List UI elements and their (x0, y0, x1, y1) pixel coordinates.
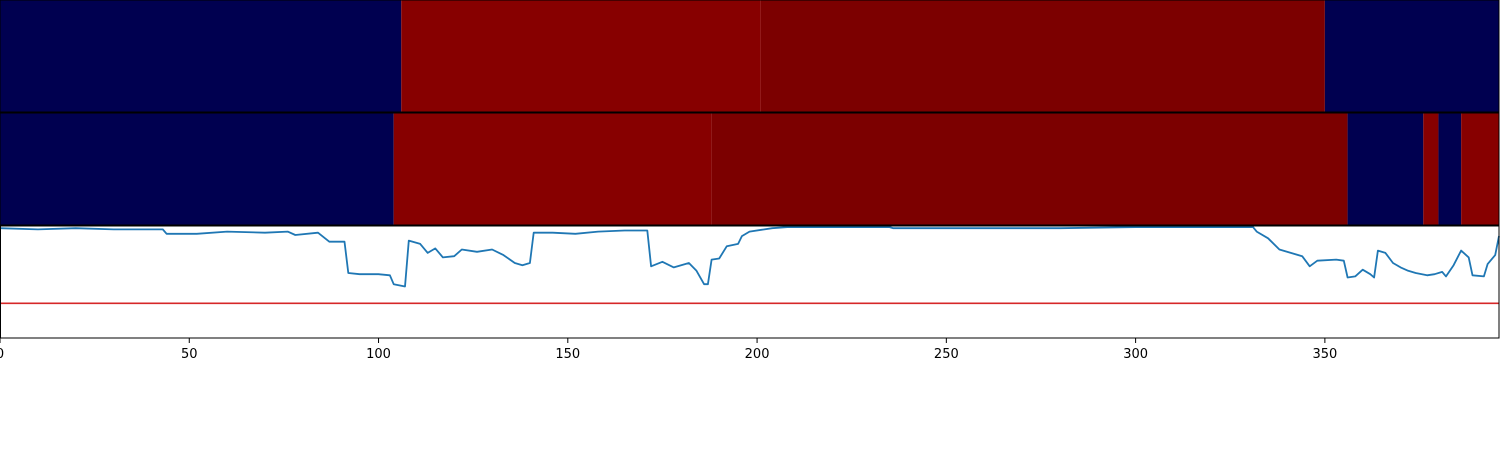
x-tick-label: 250 (934, 347, 959, 362)
heatmap-segment-0-1 (401, 0, 761, 112)
x-tick-label: 0 (0, 347, 4, 362)
heatmap-segment-1-1 (393, 113, 712, 225)
heatmap-segment-1-5 (1438, 113, 1462, 225)
heatmap-segment-0-0 (0, 0, 402, 112)
heatmap-segment-1-2 (711, 113, 1348, 225)
heatmap-frame (0, 112, 1500, 226)
x-tick-label: 50 (181, 347, 198, 362)
heatmap-segment-0-3 (1324, 0, 1499, 112)
heatmap-segment-1-3 (1347, 113, 1424, 225)
x-tick-label: 200 (745, 347, 770, 362)
x-axis: 0 50 100 150 200 250 300 350 (0, 338, 1337, 362)
heatmap-segment-1-0 (0, 113, 394, 225)
heatmap-segment-1-4 (1423, 113, 1439, 225)
line-panel-frame (0, 225, 1500, 339)
series-line-0 (0, 226, 1500, 288)
heatmap-frame (0, 0, 1500, 113)
heatmap-segment-0-2 (760, 0, 1325, 112)
line-panel (0, 225, 1500, 339)
heatmap-panel-top (0, 0, 1500, 113)
x-tick-label: 350 (1312, 347, 1337, 362)
heatmap-segment-1-6 (1461, 113, 1499, 225)
x-tick-label: 150 (555, 347, 580, 362)
heatmap-panel-middle (0, 112, 1500, 226)
x-tick-label: 100 (366, 347, 391, 362)
line-panel-bg (0, 226, 1499, 338)
x-tick-label: 300 (1123, 347, 1148, 362)
